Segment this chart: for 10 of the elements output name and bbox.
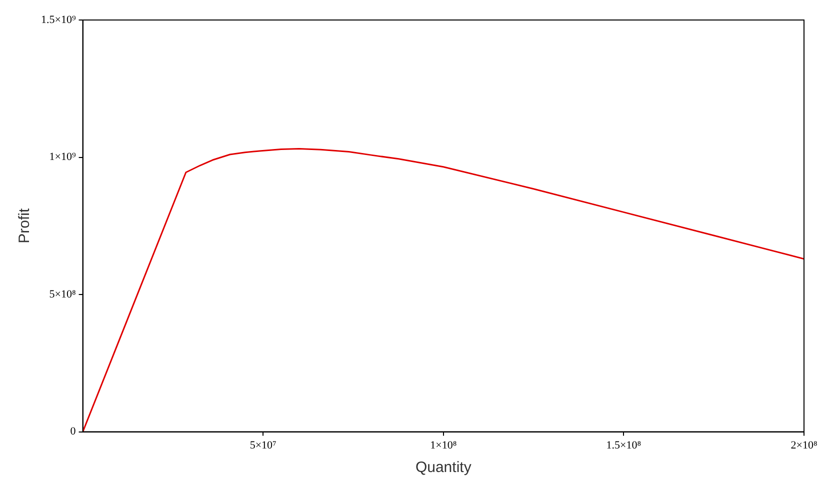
x-tick-label: 1×10⁸: [430, 439, 457, 452]
y-tick-label: 5×10⁸: [49, 288, 76, 300]
x-tick-label: 2×10⁸: [790, 439, 818, 452]
x-tick-label: 1.5×10⁸: [606, 439, 642, 452]
y-tick-label: 0: [70, 426, 76, 438]
x-axis-title: Quantity: [415, 459, 472, 476]
y-tick-label: 1×10⁹: [49, 151, 76, 164]
x-tick-label: 5×10⁷: [250, 439, 277, 452]
y-tick-label: 1.5×10⁹: [40, 14, 76, 26]
y-axis-title: Profit: [16, 208, 34, 244]
